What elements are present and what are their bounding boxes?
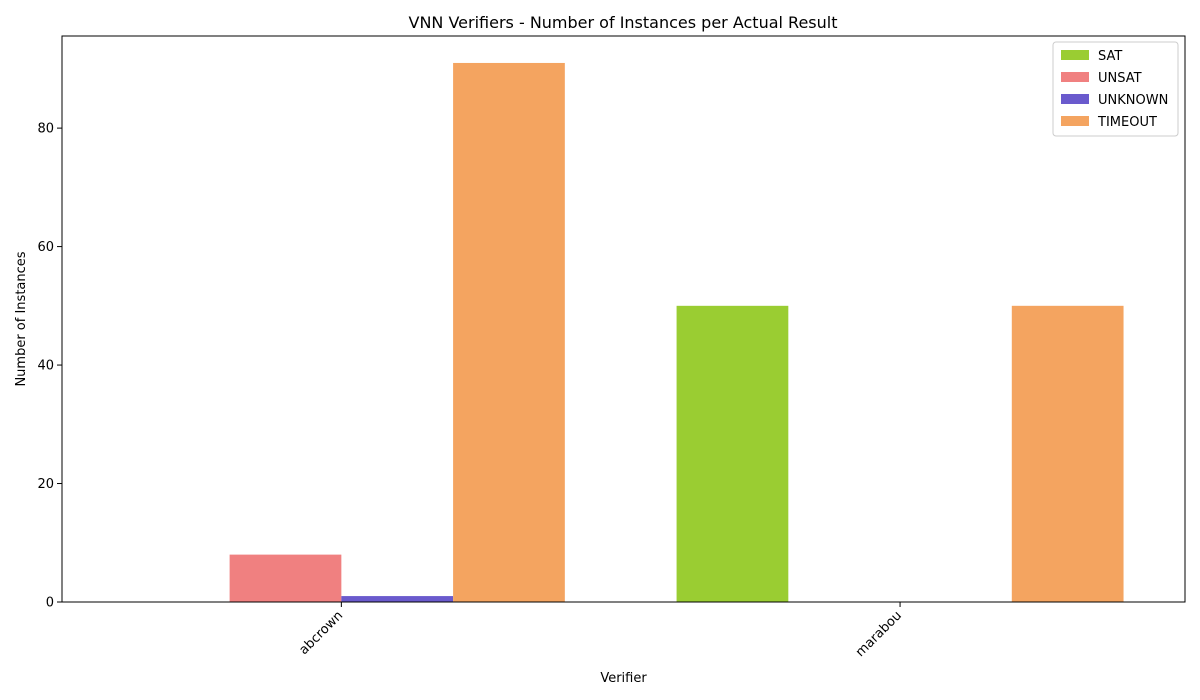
legend-label-timeout: TIMEOUT: [1097, 115, 1157, 130]
y-axis-label: Number of Instances: [14, 251, 29, 386]
y-tick-label: 80: [37, 122, 54, 137]
y-axis: 0 20 40 60 80: [37, 122, 62, 611]
bar-sat-marabou: [676, 305, 789, 602]
x-tick-label-marabou: marabou: [853, 608, 905, 660]
legend: SAT UNSAT UNKNOWN TIMEOUT: [1052, 41, 1179, 137]
legend-swatch-sat: [1061, 50, 1089, 60]
y-tick-label: 60: [37, 240, 54, 255]
x-axis-label: Verifier: [600, 671, 647, 686]
bar-unsat-abcrown: [229, 554, 342, 602]
legend-label-unknown: UNKNOWN: [1098, 93, 1168, 108]
x-axis: abcrown marabou: [297, 602, 905, 660]
chart-title: VNN Verifiers - Number of Instances per …: [409, 13, 838, 32]
bar-timeout-abcrown: [453, 62, 565, 602]
y-tick-label: 40: [37, 359, 54, 374]
legend-label-unsat: UNSAT: [1098, 71, 1142, 86]
axes-frame: [61, 35, 1186, 603]
x-tick-label-abcrown: abcrown: [297, 608, 347, 658]
y-tick-label: 0: [46, 596, 54, 611]
legend-swatch-timeout: [1061, 116, 1089, 126]
legend-frame: [1052, 41, 1179, 137]
bar-unknown-abcrown: [341, 596, 454, 602]
legend-label-sat: SAT: [1098, 49, 1122, 64]
bars-group: [229, 62, 1124, 602]
y-tick-label: 20: [37, 477, 54, 492]
legend-swatch-unknown: [1061, 94, 1089, 104]
bar-timeout-marabou: [1011, 305, 1124, 602]
legend-swatch-unsat: [1061, 72, 1089, 82]
